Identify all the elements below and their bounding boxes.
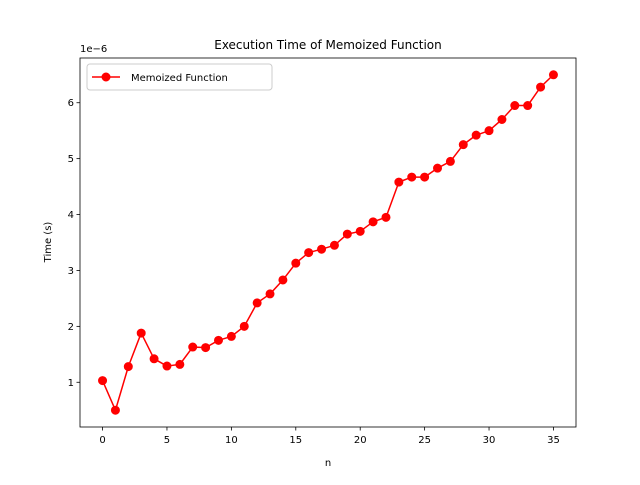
data-point — [484, 126, 494, 136]
data-point — [342, 229, 352, 239]
plot-area: 0 5 10 15 20 25 30 35 1 2 3 4 5 6 Memoized Function — [68, 57, 577, 446]
data-point — [458, 140, 468, 150]
x-tick-label: 35 — [547, 435, 560, 446]
data-point — [239, 321, 249, 331]
y-tick-label: 4 — [68, 210, 74, 221]
data-point — [252, 298, 262, 308]
y-tick-label: 3 — [68, 266, 74, 277]
data-point — [98, 376, 108, 386]
x-tick-label: 20 — [354, 435, 367, 446]
data-point — [394, 177, 404, 187]
data-point — [123, 362, 133, 372]
data-point — [110, 405, 120, 415]
y-axis-label: Time (s) — [43, 222, 54, 264]
x-tick-label: 0 — [99, 435, 105, 446]
data-point — [536, 82, 546, 92]
y-tick-label: 6 — [68, 98, 74, 109]
legend-marker — [101, 72, 111, 82]
data-point — [291, 258, 301, 268]
x-tick-label: 15 — [289, 435, 302, 446]
x-tick-label: 30 — [483, 435, 496, 446]
axes-background — [80, 58, 576, 427]
data-point — [471, 130, 481, 140]
x-tick-label: 25 — [418, 435, 431, 446]
data-point — [317, 244, 327, 254]
data-point — [226, 331, 236, 341]
data-point — [523, 101, 533, 111]
y-tick-label: 5 — [68, 154, 74, 165]
data-point — [548, 70, 558, 80]
data-point — [304, 248, 314, 258]
x-tick-label: 5 — [164, 435, 170, 446]
x-axis-label: n — [325, 458, 331, 469]
data-point — [278, 275, 288, 285]
data-point — [175, 359, 185, 369]
data-point — [265, 289, 275, 299]
legend-label: Memoized Function — [131, 73, 228, 84]
data-point — [510, 101, 520, 111]
data-point — [162, 361, 172, 371]
data-point — [213, 335, 223, 345]
axes-frame — [79, 57, 577, 428]
data-point — [381, 212, 391, 222]
data-point — [407, 172, 417, 182]
chart-title: Execution Time of Memoized Function — [214, 38, 442, 52]
data-point — [497, 115, 507, 124]
x-tick-label: 10 — [225, 435, 238, 446]
data-point — [149, 354, 159, 364]
data-point — [433, 163, 443, 173]
data-point — [188, 342, 198, 352]
data-point — [329, 240, 339, 250]
data-point — [368, 217, 378, 227]
data-point — [136, 328, 146, 338]
data-point — [201, 343, 211, 353]
data-point — [420, 172, 430, 182]
data-point — [445, 156, 455, 166]
data-point — [355, 226, 365, 236]
legend-box — [86, 63, 273, 91]
y-tick-label: 1 — [68, 378, 74, 389]
y-axis-offset-label: 1e−6 — [80, 44, 107, 55]
y-tick-label: 2 — [68, 322, 74, 333]
